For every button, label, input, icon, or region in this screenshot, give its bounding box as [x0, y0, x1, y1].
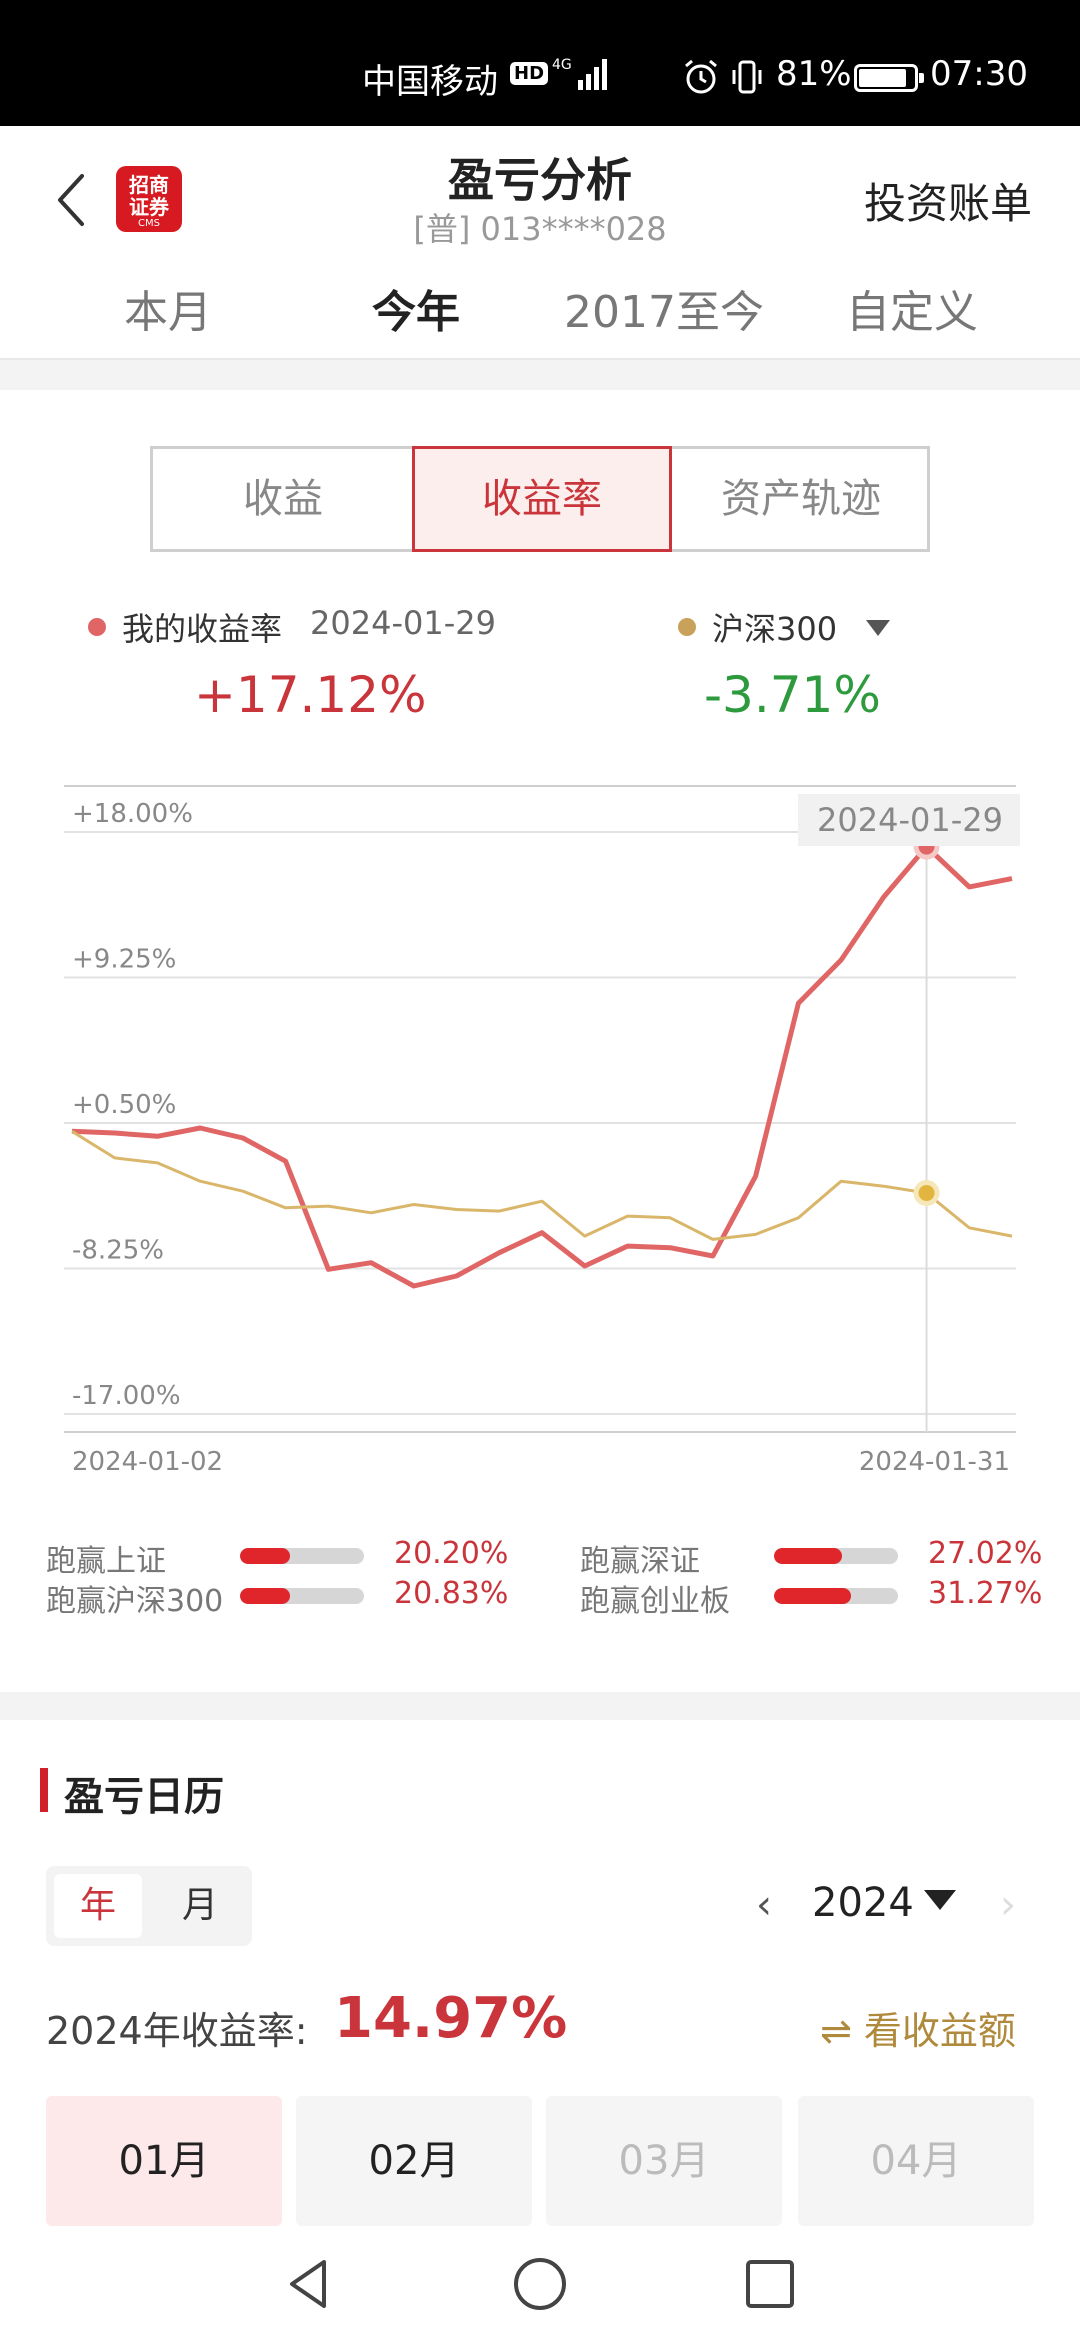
page-title: 盈亏分析: [448, 153, 632, 207]
my-return-date: 2024-01-29: [310, 604, 496, 642]
section-divider: [0, 1692, 1080, 1720]
tooltip-box: [798, 794, 1020, 846]
account-number: [普] 013****028: [413, 210, 667, 248]
benchmark-dropdown-icon[interactable]: [864, 618, 892, 638]
recents-square-icon[interactable]: [740, 2254, 800, 2314]
tooltip-date: 2024-01-29: [817, 801, 1003, 839]
y-tick-label: -8.25%: [72, 1236, 164, 1266]
beat-stat-value: 31.27%: [928, 1576, 1043, 1611]
status-bar: 中国移动 HD 4G 81% 07:30: [0, 0, 1080, 126]
metric-segmented-control: 收益 收益率 资产轨迹: [150, 446, 930, 552]
clock: 07:30: [930, 54, 1028, 94]
month-cell-feb[interactable]: 02月: [296, 2096, 532, 2226]
year-return-value: 14.97%: [334, 1986, 568, 2051]
prev-year-chevron-icon[interactable]: ‹: [756, 1882, 772, 1928]
battery-icon: [854, 64, 924, 92]
year-month-toggle: 年 月: [46, 1866, 252, 1946]
x-start-label: 2024-01-02: [72, 1447, 223, 1477]
network-type: 4G: [552, 57, 572, 73]
month-cell-jan[interactable]: 01月: [46, 2096, 282, 2226]
carrier-label: 中国移动: [362, 62, 498, 102]
my-return-legend-dot: [88, 618, 106, 636]
alarm-icon: [685, 59, 717, 94]
segment-asset-track[interactable]: 资产轨迹: [721, 476, 881, 522]
beat-stat-bar-fill: [240, 1548, 290, 1564]
beat-stat-value: 27.02%: [928, 1536, 1043, 1571]
tab-custom[interactable]: 自定义: [846, 287, 978, 338]
x-end-label: 2024-01-31: [859, 1447, 1010, 1477]
series-line-my-return: [71, 844, 1013, 1289]
beat-stat-bar-fill: [774, 1548, 843, 1564]
year-dropdown-icon[interactable]: [924, 1890, 956, 1910]
benchmark-return-value: -3.71%: [704, 666, 881, 724]
battery-percent: 81%: [776, 54, 852, 94]
y-tick-label: -17.00%: [72, 1381, 181, 1411]
y-tick-label: +18.00%: [72, 799, 193, 829]
beat-stat-value: 20.83%: [394, 1576, 509, 1611]
beat-stat-bar: [240, 1548, 364, 1564]
my-return-value: +17.12%: [194, 666, 427, 724]
back-triangle-icon[interactable]: [280, 2254, 340, 2314]
beat-stat-bar-fill: [240, 1588, 290, 1604]
beat-stat-bar-fill: [774, 1588, 851, 1604]
tab-this-month[interactable]: 本月: [124, 287, 212, 338]
benchmark-selector-label[interactable]: 沪深300: [712, 610, 838, 648]
year-selector[interactable]: 2024: [812, 1880, 914, 1926]
highlight-point-benchmark: [918, 1185, 935, 1202]
signal-icon: [578, 59, 607, 90]
toggle-month[interactable]: 月: [181, 1885, 218, 1926]
benchmark-legend-dot: [678, 618, 696, 636]
brand-logo: 招商 证券 CMS: [116, 166, 182, 232]
y-tick-label: +0.50%: [72, 1090, 176, 1120]
y-tick-label: +9.25%: [72, 945, 176, 975]
toggle-year[interactable]: 年: [54, 1874, 142, 1938]
year-return-label: 2024年收益率:: [46, 2009, 308, 2053]
investment-bill-link[interactable]: 投资账单: [863, 179, 1032, 228]
beat-stat-label: 跑赢深证: [580, 1544, 700, 1579]
segment-return-rate[interactable]: 收益率: [412, 446, 672, 552]
view-profit-amount-link[interactable]: ⇌ 看收益额: [820, 2009, 1016, 2053]
period-tabs: 本月 今年 2017至今 自定义: [0, 250, 1080, 360]
beat-stat-label: 跑赢上证: [46, 1544, 166, 1579]
return-rate-line-chart[interactable]: +18.00% +9.25% +0.50% -8.25% -17.00% 2024-01-…: [60, 780, 1020, 1480]
beat-stat-label: 跑赢沪深300: [46, 1584, 224, 1619]
next-year-chevron-icon[interactable]: ›: [1000, 1882, 1016, 1928]
segment-profit[interactable]: 收益: [243, 476, 323, 522]
month-cell-mar[interactable]: 03月: [546, 2096, 782, 2226]
calendar-section-title: 盈亏日历: [64, 1774, 224, 1820]
vibrate-icon: [732, 60, 762, 94]
series-line-benchmark: [71, 1130, 1013, 1241]
tab-this-year[interactable]: 今年: [372, 287, 460, 338]
section-accent-bar: [40, 1768, 48, 1812]
hd-badge: HD: [510, 62, 549, 85]
section-divider: [0, 360, 1080, 390]
beat-stat-bar: [240, 1588, 364, 1604]
back-arrow-icon[interactable]: [52, 170, 92, 230]
my-return-legend-label: 我的收益率: [122, 610, 283, 648]
month-cell-apr[interactable]: 04月: [798, 2096, 1034, 2226]
home-circle-icon[interactable]: [510, 2254, 570, 2314]
beat-stat-label: 跑赢创业板: [580, 1584, 730, 1619]
beat-stat-value: 20.20%: [394, 1536, 509, 1571]
system-navigation-bar: [0, 2226, 1080, 2340]
app-header: 盈亏分析 [普] 013****028 招商 证券 CMS 投资账单: [0, 126, 1080, 250]
beat-stat-bar: [774, 1548, 898, 1564]
tab-since-2017[interactable]: 2017至今: [564, 287, 764, 338]
beat-stat-bar: [774, 1588, 898, 1604]
